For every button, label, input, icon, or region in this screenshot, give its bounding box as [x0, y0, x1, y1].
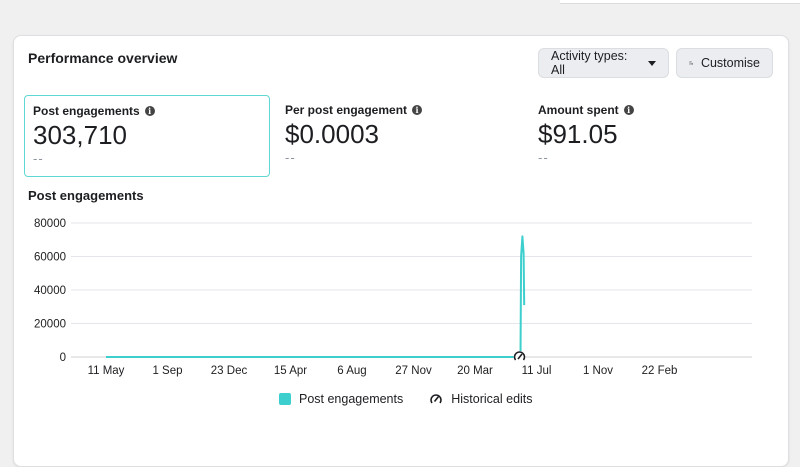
x-tick-label: 1 Sep	[152, 365, 182, 377]
x-tick-label: 22 Feb	[642, 365, 678, 377]
legend-item-post-engagements[interactable]: Post engagements	[279, 392, 403, 406]
y-tick-label: 40000	[34, 285, 66, 297]
x-tick-label: 1 Nov	[583, 365, 613, 377]
y-tick-label: 0	[60, 352, 66, 364]
x-tick-label: 23 Dec	[211, 365, 248, 377]
performance-overview-panel: Performance overview Activity types: All…	[13, 35, 789, 467]
x-tick-label: 15 Apr	[274, 365, 307, 377]
y-tick-label: 20000	[34, 319, 66, 331]
y-tick-label: 60000	[34, 252, 66, 264]
x-tick-label: 11 Jul	[522, 365, 552, 377]
pencil-gauge-icon	[429, 392, 443, 406]
series-line-post-engagements	[106, 236, 524, 357]
chart-legend: Post engagements Historical edits	[279, 392, 533, 406]
legend-label: Post engagements	[299, 392, 403, 406]
post-engagements-chart: 0 20000 40000 60000 80000 11 May 1 Sep 23 Dec 15…	[14, 36, 788, 436]
top-bar-edge	[560, 0, 800, 4]
legend-swatch	[279, 393, 291, 405]
legend-label: Historical edits	[451, 392, 532, 406]
y-tick-label: 80000	[34, 218, 66, 230]
x-tick-label: 27 Nov	[395, 365, 432, 377]
legend-item-historical-edits[interactable]: Historical edits	[429, 392, 532, 406]
x-tick-label: 11 May	[88, 365, 125, 377]
x-tick-label: 6 Aug	[337, 365, 366, 377]
x-tick-label: 20 Mar	[457, 365, 493, 377]
